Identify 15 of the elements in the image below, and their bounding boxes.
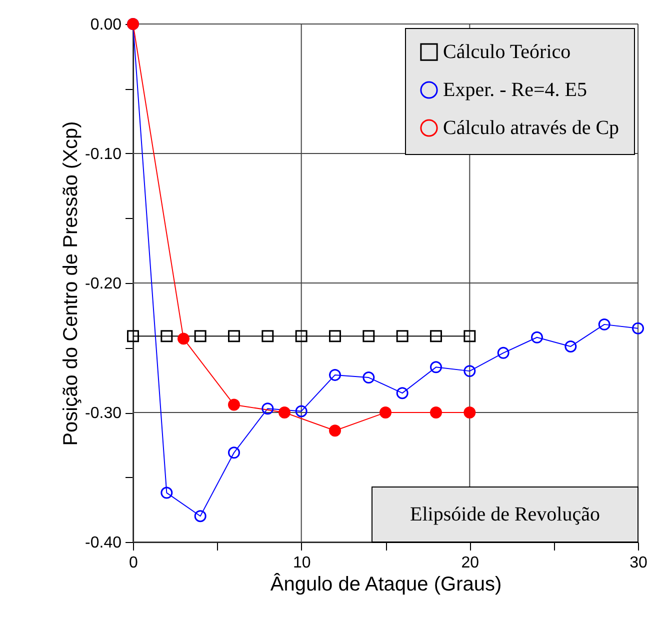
legend-label: Cálculo Teórico bbox=[443, 41, 571, 63]
x-tick-label: 0 bbox=[129, 554, 138, 572]
x-tick-label: 10 bbox=[292, 554, 311, 572]
x-tick-label: 20 bbox=[461, 554, 480, 572]
legend-label: Cálculo através de Cp bbox=[443, 117, 620, 139]
y-axis-title: Posição do Centro de Pressão (Xcp) bbox=[60, 121, 82, 446]
x-axis-title: Ângulo de Ataque (Graus) bbox=[270, 572, 502, 596]
annotation: Elipsóide de Revolução bbox=[410, 504, 600, 526]
y-tick-label: -0.10 bbox=[85, 146, 122, 163]
y-tick-label: -0.40 bbox=[85, 534, 122, 552]
y-tick-label: -0.20 bbox=[85, 276, 122, 292]
y-tick-label: -0.30 bbox=[85, 405, 122, 422]
x-tick-label: 30 bbox=[630, 554, 648, 572]
legend-label: Exper. - Re=4. E5 bbox=[443, 79, 588, 101]
y-tick-label: 0.00 bbox=[90, 16, 122, 34]
